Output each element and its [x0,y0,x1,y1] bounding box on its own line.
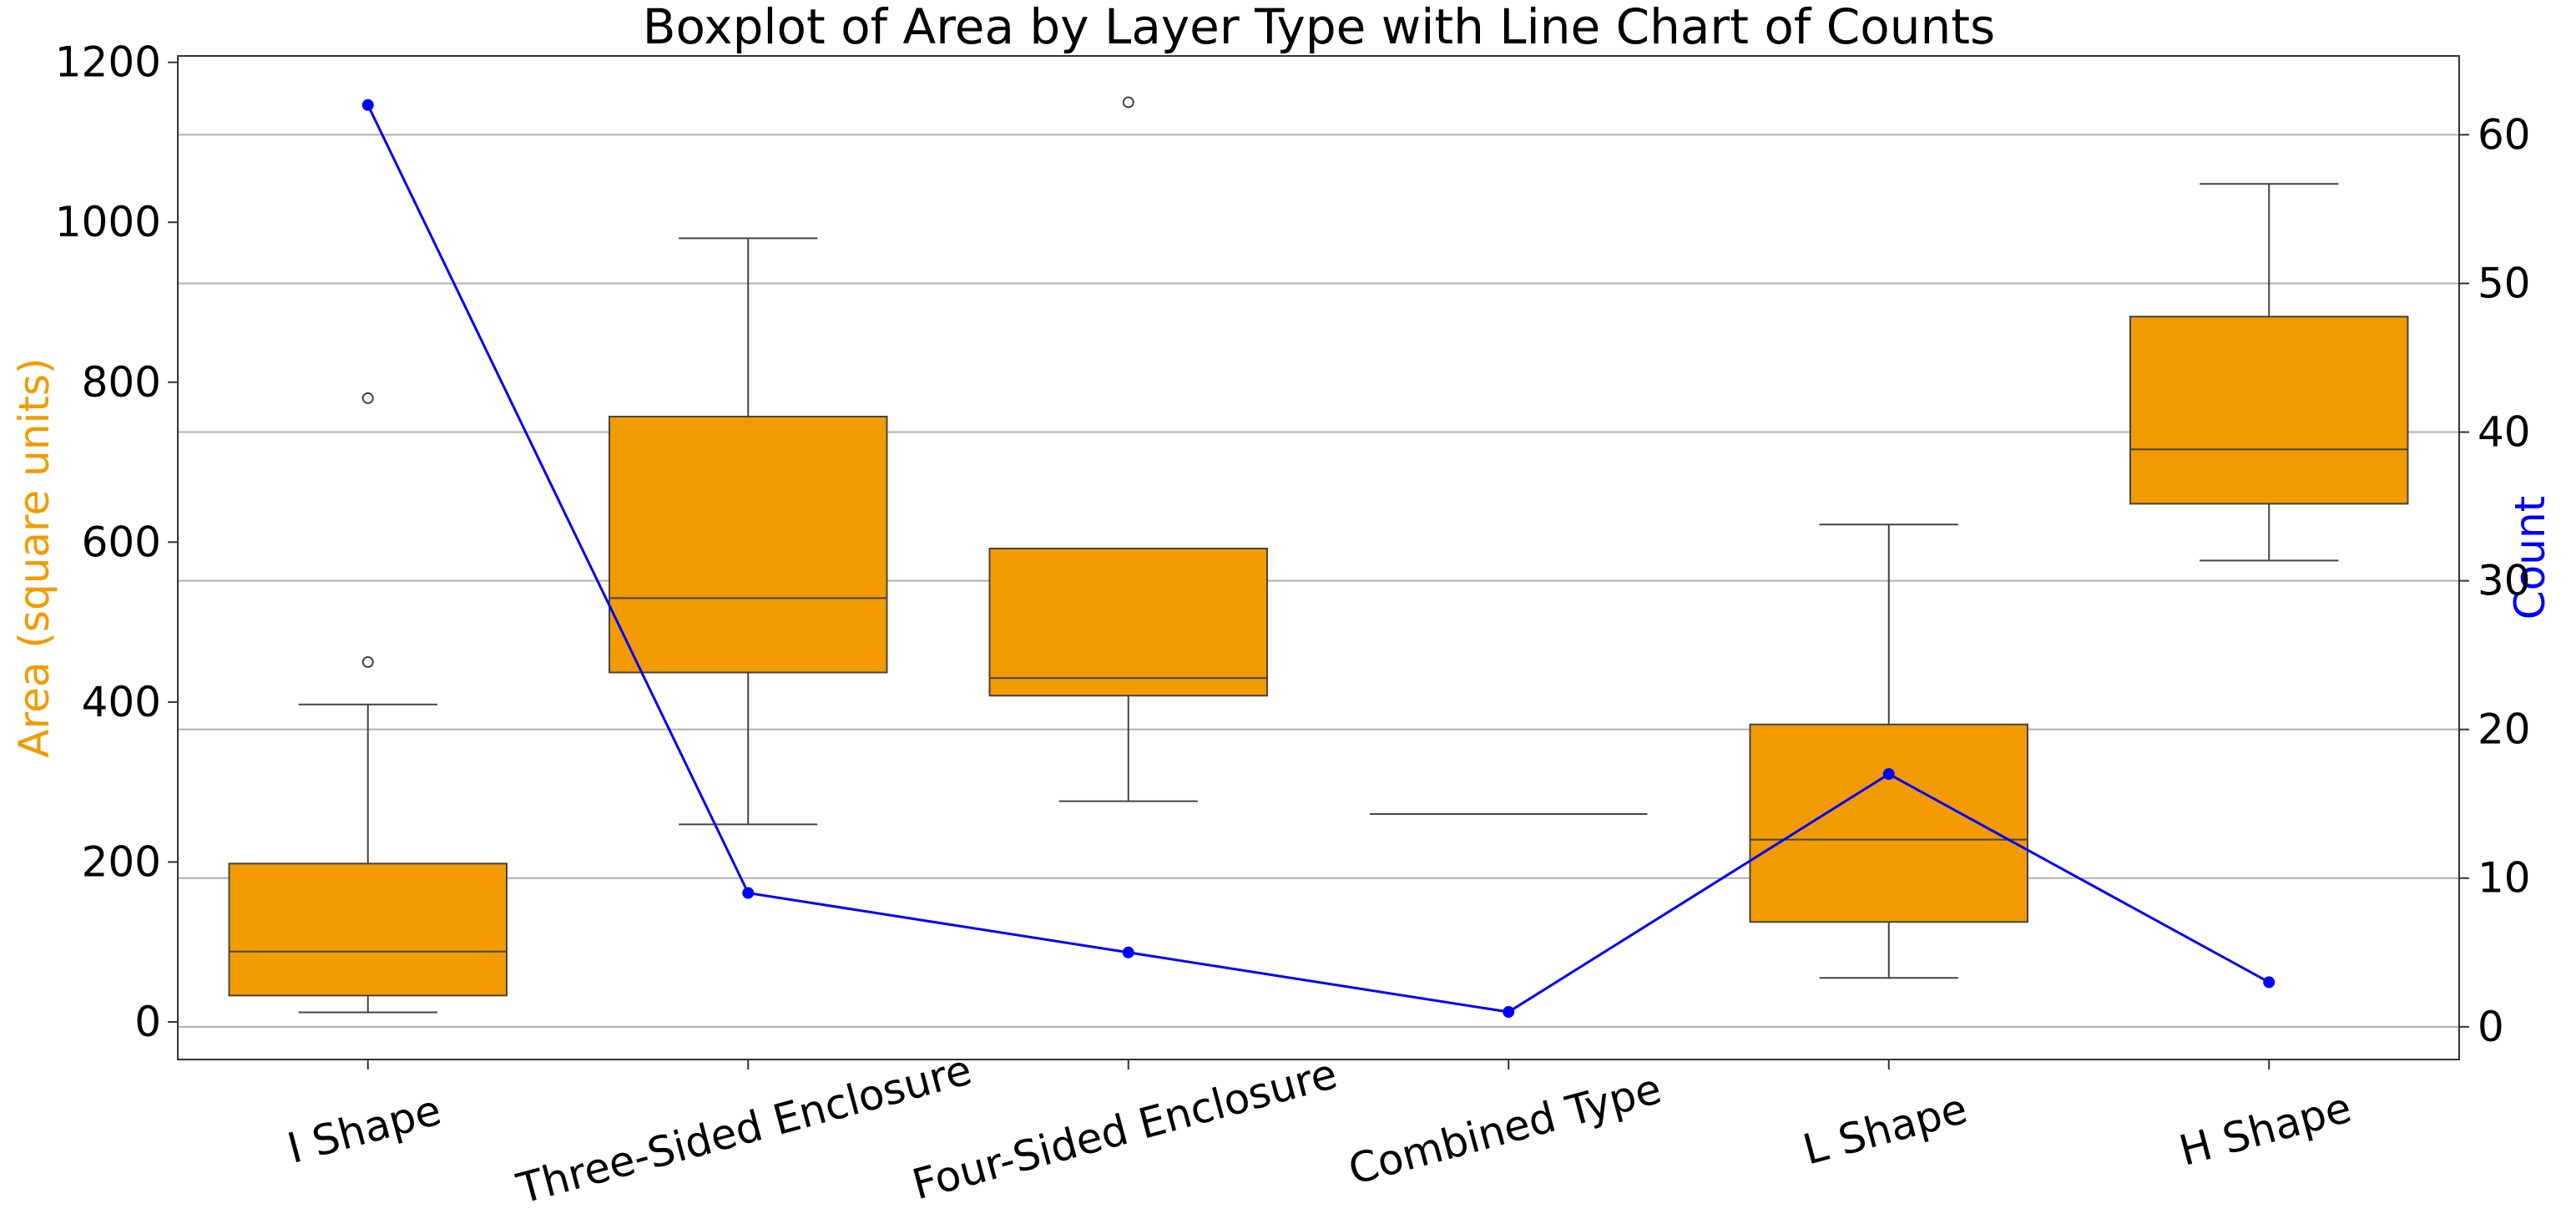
count-point [1503,1006,1515,1019]
y-tick-label: 1000 [55,198,161,246]
box [228,862,508,997]
box [988,547,1269,697]
box [608,415,888,674]
y-tick-label: 600 [82,518,161,566]
count-point [1882,768,1895,781]
plot-frame [177,55,2460,1060]
y-tick-label: 200 [82,837,161,886]
y2-tick-label: 30 [2478,557,2531,605]
x-tick-label: Combined Type [1344,1065,1667,1195]
x-tick-label: L Shape [1798,1085,1972,1175]
y-tick-label: 800 [82,358,161,407]
y2-tick-label: 50 [2478,259,2531,307]
count-point [361,99,374,111]
y-tick-label: 400 [82,678,161,726]
y-tick-label: 0 [134,998,161,1046]
box [1749,723,2029,923]
box [2129,316,2409,505]
x-tick-label: I Shape [282,1085,446,1172]
chart-title: Boxplot of Area by Layer Type with Line … [643,0,1995,55]
x-tick-label: Three-Sided Enclosure [512,1045,977,1213]
y2-tick-label: 0 [2478,1003,2504,1051]
flier [361,655,374,668]
count-point [1122,946,1134,958]
count-point [2263,976,2275,989]
y2-axis-label: Count [2506,496,2554,620]
flier [1122,96,1134,109]
count-point [742,887,755,899]
y2-tick-label: 40 [2478,408,2531,457]
y-axis-label: Area (square units) [10,357,58,757]
count-line [366,104,2270,1014]
x-tick-label: Four-Sided Enclosure [907,1049,1342,1210]
y2-tick-label: 20 [2478,706,2531,754]
y-tick-label: 1200 [55,38,161,87]
y2-tick-label: 10 [2478,854,2531,903]
y2-tick-label: 60 [2478,110,2531,159]
x-tick-label: H Shape [2174,1083,2356,1175]
flier [361,392,374,404]
